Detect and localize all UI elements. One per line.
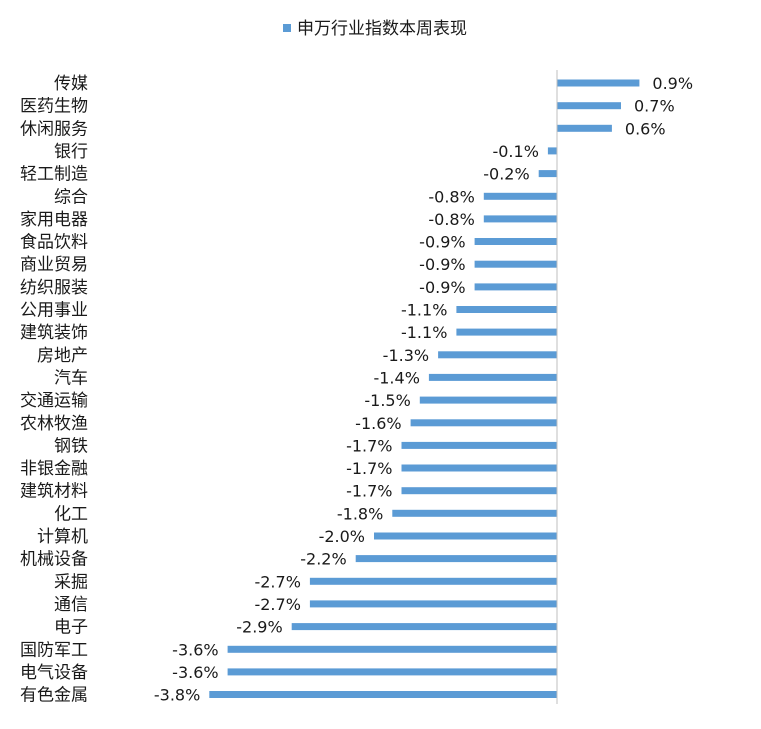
category-label: 食品饮料 [20,233,88,253]
bar-11 [456,328,558,336]
data-label: -0.2% [483,165,529,184]
category-label: 休闲服务 [20,119,88,139]
data-label: -0.1% [492,142,538,161]
category-label: 传媒 [54,74,88,94]
data-label: 0.9% [652,74,693,93]
data-label: 0.7% [634,97,675,116]
bar-19 [392,509,557,517]
category-label: 纺织服装 [20,278,88,298]
category-label: 汽车 [54,368,88,388]
data-label: 0.6% [625,119,666,138]
bar-7 [474,238,557,245]
category-label: 公用事业 [20,301,88,321]
bar-6 [483,215,557,223]
bar-22 [309,577,557,585]
bar-3 [547,147,558,155]
data-label: -3.6% [172,663,218,682]
bar-17 [401,464,557,472]
data-label: -0.9% [419,233,465,252]
data-label: -1.7% [346,459,392,478]
data-label: -1.1% [401,301,447,320]
data-label: -2.2% [300,550,346,569]
data-label: -1.7% [346,482,392,501]
category-label: 交通运输 [20,391,88,411]
bar-4 [538,170,557,178]
category-label: 银行 [54,142,88,162]
data-label: -3.8% [154,686,200,705]
data-label: -1.1% [401,323,447,342]
bar-16 [401,441,557,449]
legend: 申万行业指数本周表现 [283,19,467,39]
data-label: -2.7% [254,595,300,614]
data-label: -0.8% [428,210,474,229]
category-label: 电气设备 [20,663,88,683]
bars-group [209,79,640,698]
bar-18 [401,487,557,495]
bar-2 [557,124,612,132]
bar-0 [557,79,640,87]
value-labels: 0.9% 0.7% 0.6% -0.1% -0.2% -0.8% -0.8% -0.9% -0.… [154,74,693,705]
category-label: 非银金融 [20,459,88,479]
category-label: 通信 [54,595,88,615]
data-label: -0.8% [428,187,474,206]
data-label: -1.6% [355,414,401,433]
category-label: 电子 [54,618,88,638]
data-label: -1.5% [364,391,410,410]
bar-10 [456,306,558,313]
bar-21 [355,555,557,563]
bar-8 [474,260,557,268]
data-label: -2.9% [236,618,282,637]
category-label: 建筑材料 [20,482,88,502]
legend-swatch [283,24,291,32]
data-label: -1.7% [346,436,392,455]
category-label: 机械设备 [20,550,88,570]
data-label: -1.3% [383,346,429,365]
category-label: 轻工制造 [20,165,88,185]
bar-14 [419,396,558,404]
bar-15 [410,419,557,427]
category-label: 家用电器 [20,210,88,230]
category-label: 国防军工 [20,640,88,660]
data-label: -2.0% [319,527,365,546]
bar-20 [374,532,557,540]
bar-26 [227,668,557,676]
data-label: -1.4% [373,368,419,387]
bar-5 [483,192,557,200]
bar-23 [309,600,557,608]
category-label: 商业贸易 [20,255,88,275]
category-label: 房地产 [37,346,88,366]
bar-9 [474,283,557,291]
data-label: -3.6% [172,640,218,659]
data-label: -0.9% [419,255,465,274]
data-label: -1.8% [337,504,383,523]
bar-1 [557,102,621,110]
bar-25 [227,645,557,653]
category-label: 综合 [54,187,88,207]
category-labels: 传媒医药生物休闲服务银行轻工制造综合家用电器食品饮料商业贸易纺织服装公用事业建筑… [20,74,88,706]
category-label: 农林牧渔 [20,414,88,434]
category-label: 计算机 [37,527,88,547]
category-label: 化工 [54,504,88,524]
category-label: 建筑装饰 [20,323,88,343]
bar-24 [291,623,557,631]
bar-12 [438,351,558,359]
category-label: 医药生物 [20,97,88,117]
category-label: 采掘 [54,572,88,592]
bar-27 [209,691,558,698]
data-label: -2.7% [254,572,300,591]
legend-label: 申万行业指数本周表现 [297,19,467,39]
category-label: 有色金属 [20,686,88,706]
bar-13 [428,373,557,381]
category-label: 钢铁 [54,436,88,456]
data-label: -0.9% [419,278,465,297]
